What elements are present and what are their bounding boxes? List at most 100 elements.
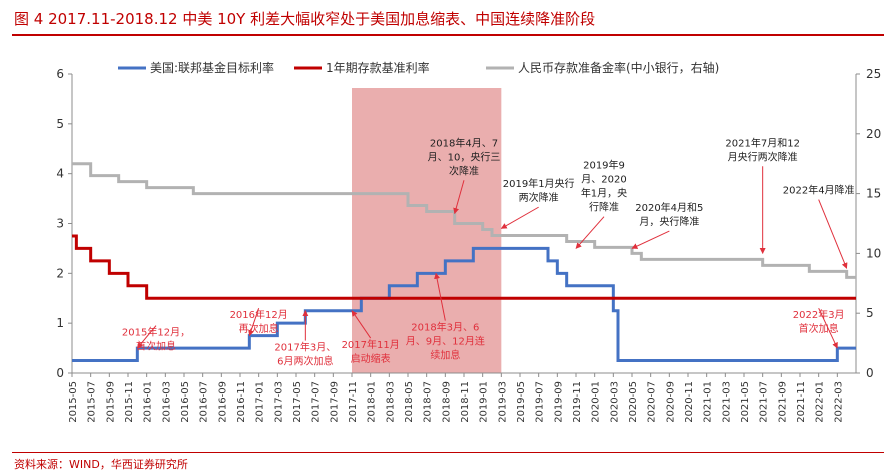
- x-tick-label: 2018-03: [385, 381, 396, 423]
- annotation-arrow: [248, 308, 260, 337]
- source-note: 资料来源：WIND，华西证券研究所: [14, 458, 188, 471]
- x-tick-label: 2020-09: [665, 381, 676, 423]
- x-tick-label: 2015-07: [87, 381, 98, 423]
- right-tick-label: 25: [866, 67, 881, 81]
- x-tick-label: 2016-11: [236, 381, 247, 423]
- right-tick-label: 5: [866, 306, 874, 320]
- annotation-line: 2019年1月央行: [503, 177, 575, 190]
- x-tick-label: 2020-07: [647, 381, 658, 423]
- axis-layer: 0 1 2 3 4 5 6 0 5 10 15 20 25 2015-05 2015-07 2015-09 20…: [56, 67, 881, 423]
- x-tick-label: 2015-05: [68, 381, 79, 423]
- annotation-text: 2020年4月和5 月，央行降准: [635, 201, 703, 228]
- annotation-line: 年1月，央: [581, 187, 627, 200]
- annotation-line: 2020年4月和5: [635, 201, 703, 214]
- x-tick-label: 2020-05: [628, 381, 639, 423]
- x-tick-label: 2019-03: [497, 381, 508, 423]
- x-tick-label: 2019-11: [572, 381, 583, 423]
- annotation-text: 2015年12月，首次加息: [122, 326, 190, 353]
- x-tick-label: 2020-01: [591, 381, 602, 423]
- annotation-line: 2018年4月、7: [430, 136, 498, 149]
- x-tick-label: 2016-01: [143, 381, 154, 423]
- annotation-arrow: [351, 310, 372, 339]
- annotation-layer: 2015年12月，首次加息 2016年12月再次加息 2017年3月、 6月两次加息 2…: [122, 136, 855, 367]
- x-tick-label: 2017-07: [311, 381, 322, 423]
- annotation-line: 2022年4月降准: [783, 184, 855, 197]
- annotation-line: 6月两次加息: [277, 355, 333, 368]
- x-tick-label: 2018-07: [423, 381, 434, 423]
- right-tick-label: 20: [866, 127, 881, 141]
- left-tick-label: 6: [56, 67, 64, 81]
- annotation-text: 2022年3月首次加息: [793, 308, 845, 335]
- x-tick-label: 2019-07: [535, 381, 546, 423]
- left-tick-label: 4: [56, 167, 64, 181]
- x-tick-label: 2017-01: [255, 381, 266, 423]
- x-tick-label: 2022-01: [815, 381, 826, 423]
- cn-deposit-rate-line: [72, 234, 856, 300]
- annotation-line: 月、2020: [581, 174, 626, 186]
- x-tick-label: 2019-09: [553, 381, 564, 423]
- legend-label: 美国:联邦基金目标利率: [150, 60, 274, 75]
- x-tick-label: 2018-01: [367, 381, 378, 423]
- x-tick-label: 2019-01: [479, 381, 490, 423]
- annotation-text: 2016年12月再次加息: [230, 308, 288, 335]
- annotation-text: 2019年9 月、2020 年1月，央行降准: [581, 159, 627, 214]
- series-layer: [72, 162, 856, 363]
- x-tick-label: 2021-05: [740, 381, 751, 423]
- annotation-line: 行降准: [589, 201, 619, 214]
- annotation-line: 月，央行降准: [639, 215, 699, 228]
- annotation-text: 2018年4月、7 月、10，央行三次降准: [428, 136, 501, 177]
- annotation-arrow: [500, 206, 539, 229]
- annotation-arrow: [631, 230, 670, 249]
- x-tick-label: 2020-03: [609, 381, 620, 423]
- x-tick-label: 2016-05: [180, 381, 191, 423]
- annotation-text: 2017年11月启动缩表: [342, 338, 400, 365]
- annotation-line: 2017年3月、: [274, 341, 336, 354]
- annotation-line: 2018年3月、6: [411, 321, 479, 334]
- us-fed-rate-line: [72, 246, 856, 363]
- annotation-arrow: [818, 307, 838, 349]
- x-tick-label: 2017-05: [292, 381, 303, 423]
- annotation-text: 2021年7月和12 月央行两次降准: [725, 136, 800, 163]
- x-tick-label: 2017-03: [273, 381, 284, 423]
- annotation-line: 月央行两次降准: [728, 150, 798, 163]
- highlight-band: [352, 88, 502, 373]
- rrr-line: [72, 162, 856, 279]
- right-tick-label: 0: [866, 366, 874, 380]
- x-tick-label: 2020-11: [684, 381, 695, 423]
- legend-label: 人民币存款准备金率(中小银行，右轴): [518, 60, 719, 75]
- x-tick-label: 2019-05: [516, 381, 527, 423]
- annotation-line: 次降准: [449, 164, 479, 177]
- annotation-line: 首次加息: [136, 340, 176, 353]
- x-tick-label: 2018-05: [404, 381, 415, 423]
- annotation-line: 2017年11月: [342, 338, 400, 351]
- highlight-band-layer: [352, 88, 502, 373]
- annotation-line: 月、10，央行三: [428, 150, 501, 163]
- annotation-line: 2019年9: [583, 159, 625, 172]
- x-tick-label: 2021-09: [777, 381, 788, 423]
- annotation-arrow: [453, 180, 465, 215]
- annotation-line: 2015年12月，: [122, 326, 190, 339]
- left-tick-label: 5: [56, 117, 64, 131]
- annotation-line: 月、9月、12月连: [406, 335, 485, 348]
- x-tick-label: 2017-09: [329, 381, 340, 423]
- annotation-arrow: [818, 199, 848, 269]
- x-tick-label: 2018-11: [460, 381, 471, 423]
- left-tick-label: 0: [56, 366, 64, 380]
- title-rule: [12, 34, 884, 36]
- annotation-line: 2016年12月: [230, 308, 288, 321]
- x-tick-label: 2021-07: [759, 381, 770, 423]
- annotation-line: 2021年7月和12: [725, 136, 800, 149]
- annotation-line: 2022年3月: [793, 308, 845, 321]
- annotation-arrow: [434, 272, 446, 321]
- annotation-text: 2022年4月降准: [783, 184, 855, 197]
- x-tick-label: 2016-07: [199, 381, 210, 423]
- x-tick-label: 2015-11: [124, 381, 135, 423]
- source-rule: [12, 452, 884, 453]
- right-tick-label: 10: [866, 246, 881, 260]
- legend: 美国:联邦基金目标利率 1年期存款基准利率 人民币存款准备金率(中小银行，右轴): [118, 60, 719, 75]
- x-tick-label: 2021-11: [796, 381, 807, 423]
- annotation-line: 启动缩表: [351, 352, 391, 365]
- left-tick-label: 2: [56, 266, 64, 280]
- annotation-text: 2018年3月、6 月、9月、12月连续加息: [406, 321, 485, 362]
